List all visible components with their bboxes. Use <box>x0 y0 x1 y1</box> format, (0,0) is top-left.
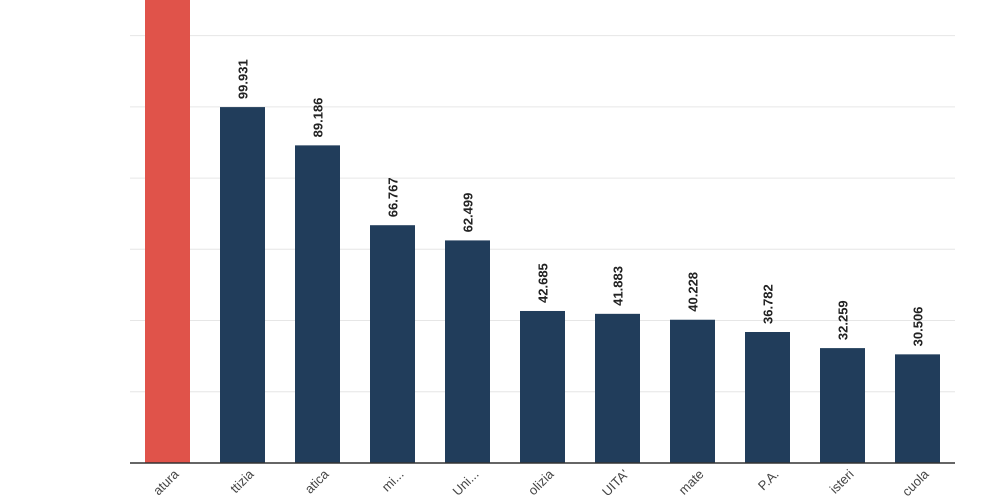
value-label: 66.767 <box>386 177 401 217</box>
bar <box>295 145 340 463</box>
bar <box>820 348 865 463</box>
x-tick-label: atica <box>302 466 333 497</box>
bar <box>370 225 415 463</box>
bar <box>220 107 265 463</box>
value-label: 30.506 <box>911 307 926 347</box>
x-tick-label: atura <box>150 466 182 498</box>
bar <box>445 240 490 463</box>
x-tick-label: P.A. <box>755 467 782 494</box>
bar <box>520 310 565 463</box>
x-tick-label: olizia <box>525 466 557 498</box>
value-label: 32.259 <box>836 300 851 340</box>
bar <box>895 354 940 463</box>
value-label: 99.931 <box>236 59 251 99</box>
x-tick-label: cuola <box>899 466 932 499</box>
bar <box>595 313 640 463</box>
x-tick-label: ttizia <box>227 466 257 496</box>
value-label: 40.228 <box>686 272 701 312</box>
x-tick-label: Uni... <box>450 467 482 499</box>
bar <box>670 319 715 463</box>
value-label: 36.782 <box>761 284 776 324</box>
value-label: 89.186 <box>311 98 326 138</box>
x-tick-label: isteri <box>827 466 857 496</box>
value-label: 41.883 <box>611 266 626 306</box>
x-tick-label: mi... <box>379 467 407 495</box>
x-tick-label: UITA' <box>599 467 632 500</box>
bar <box>145 0 190 464</box>
bar <box>745 331 790 463</box>
value-label: 42.685 <box>536 263 551 303</box>
value-label: 62.499 <box>461 193 476 233</box>
x-tick-label: mate <box>676 467 707 498</box>
